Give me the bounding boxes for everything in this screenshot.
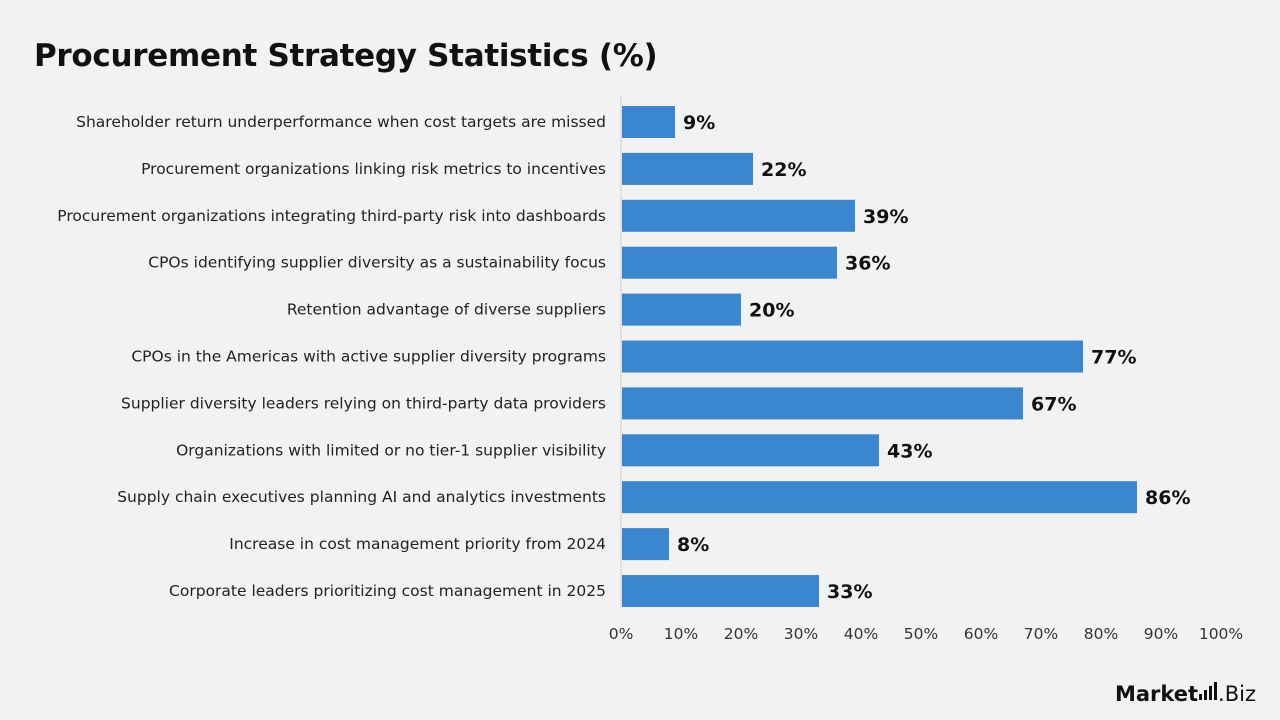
data-label: 39% bbox=[863, 206, 908, 228]
category-label: CPOs in the Americas with active supplie… bbox=[131, 348, 606, 366]
category-label: Retention advantage of diverse suppliers bbox=[287, 301, 606, 319]
x-tick-label: 80% bbox=[1084, 625, 1118, 643]
logo-text-biz: .Biz bbox=[1218, 682, 1256, 706]
chart-title: Procurement Strategy Statistics (%) bbox=[34, 38, 658, 74]
data-label: 67% bbox=[1031, 393, 1076, 415]
category-label: Procurement organizations linking risk m… bbox=[141, 160, 606, 178]
category-label: Corporate leaders prioritizing cost mana… bbox=[169, 582, 606, 600]
bar bbox=[622, 340, 1083, 373]
x-tick-label: 60% bbox=[964, 625, 998, 643]
logo-text-market: Market bbox=[1114, 682, 1199, 706]
category-label: Supplier diversity leaders relying on th… bbox=[121, 394, 606, 412]
brand-logo: Market .Biz bbox=[1115, 682, 1256, 706]
bar bbox=[622, 293, 741, 326]
data-label: 9% bbox=[683, 112, 715, 134]
bar bbox=[622, 246, 837, 279]
data-label: 22% bbox=[761, 159, 806, 181]
x-tick-label: 40% bbox=[844, 625, 878, 643]
x-tick-label: 70% bbox=[1024, 625, 1058, 643]
category-label: Procurement organizations integrating th… bbox=[57, 207, 606, 225]
category-label: Supply chain executives planning AI and … bbox=[117, 488, 606, 506]
bar bbox=[622, 575, 819, 607]
bar bbox=[622, 199, 855, 232]
x-tick-label: 100% bbox=[1199, 625, 1243, 643]
x-tick-label: 10% bbox=[664, 625, 698, 643]
bar bbox=[622, 106, 675, 138]
data-label: 36% bbox=[845, 253, 890, 275]
data-label: 77% bbox=[1091, 347, 1136, 369]
category-label: Organizations with limited or no tier-1 … bbox=[176, 441, 606, 459]
bar bbox=[622, 481, 1137, 514]
x-tick-label: 50% bbox=[904, 625, 938, 643]
data-label: 86% bbox=[1145, 487, 1190, 509]
bar bbox=[622, 387, 1023, 420]
category-label: Increase in cost management priority fro… bbox=[229, 535, 606, 553]
bar bbox=[622, 528, 669, 561]
x-tick-label: 30% bbox=[784, 625, 818, 643]
bar bbox=[622, 434, 879, 467]
data-label: 8% bbox=[677, 534, 709, 556]
data-label: 33% bbox=[827, 581, 872, 603]
category-label: CPOs identifying supplier diversity as a… bbox=[148, 254, 606, 272]
bar bbox=[622, 152, 753, 185]
data-label: 43% bbox=[887, 440, 932, 462]
category-label: Shareholder return underperformance when… bbox=[76, 113, 606, 131]
x-tick-label: 0% bbox=[609, 625, 634, 643]
x-tick-label: 20% bbox=[724, 625, 758, 643]
x-tick-label: 90% bbox=[1144, 625, 1178, 643]
data-label: 20% bbox=[749, 300, 794, 322]
signal-bars-icon bbox=[1199, 682, 1218, 700]
